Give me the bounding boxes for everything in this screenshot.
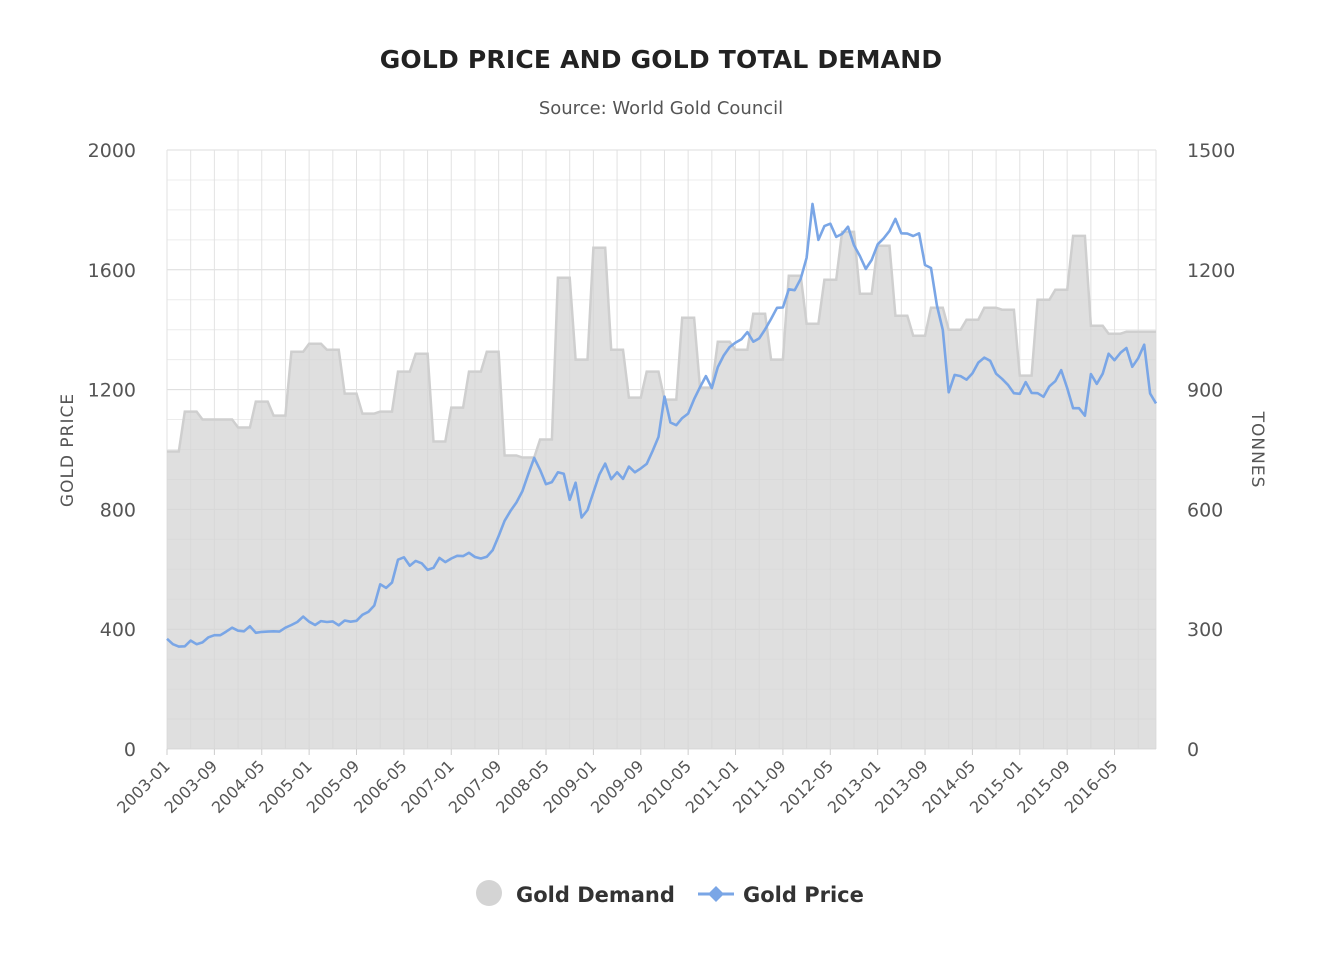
legend-gold-demand-marker bbox=[476, 880, 502, 906]
y-right-tick-label: 1200 bbox=[1187, 260, 1235, 282]
legend-gold-price-marker bbox=[708, 886, 724, 902]
y-left-tick-label: 0 bbox=[124, 739, 136, 761]
gold-demand-outline bbox=[167, 230, 1156, 459]
y-right-tick-label: 300 bbox=[1187, 619, 1223, 641]
chart-subtitle: Source: World Gold Council bbox=[539, 98, 783, 119]
x-axis: 2003-012003-092004-052005-012005-092006-… bbox=[113, 749, 1121, 817]
y-left-tick-label: 800 bbox=[100, 499, 136, 521]
y-right-tick-label: 1500 bbox=[1187, 140, 1235, 162]
price-line-layer bbox=[166, 202, 1158, 648]
legend-item-gold-price[interactable]: Gold Price bbox=[698, 883, 864, 907]
y-right-axis: 0 300 600 900 1200 1500 bbox=[1187, 140, 1235, 761]
legend-item-gold-demand[interactable]: Gold Demand bbox=[476, 880, 675, 907]
y-left-axis-title: GOLD PRICE bbox=[58, 393, 78, 507]
gold-price-line bbox=[166, 202, 1158, 648]
legend: Gold Demand Gold Price bbox=[476, 880, 864, 907]
demand-area-layer bbox=[167, 230, 1156, 749]
y-right-tick-label: 900 bbox=[1187, 380, 1223, 402]
y-right-axis-title: TONNES bbox=[1247, 411, 1267, 489]
y-left-axis: 0 400 800 1200 1600 2000 bbox=[88, 140, 136, 761]
chart-title: GOLD PRICE AND GOLD TOTAL DEMAND bbox=[380, 45, 943, 74]
y-left-tick-label: 1200 bbox=[88, 380, 136, 402]
legend-gold-price-label: Gold Price bbox=[743, 883, 864, 907]
y-right-tick-label: 0 bbox=[1187, 739, 1199, 761]
y-left-tick-label: 1600 bbox=[88, 260, 136, 282]
legend-gold-demand-label: Gold Demand bbox=[516, 883, 675, 907]
x-tick-label: 2016-05 bbox=[1061, 756, 1122, 817]
y-left-tick-label: 2000 bbox=[88, 140, 136, 162]
y-right-tick-label: 600 bbox=[1187, 499, 1223, 521]
y-left-tick-label: 400 bbox=[100, 619, 136, 641]
